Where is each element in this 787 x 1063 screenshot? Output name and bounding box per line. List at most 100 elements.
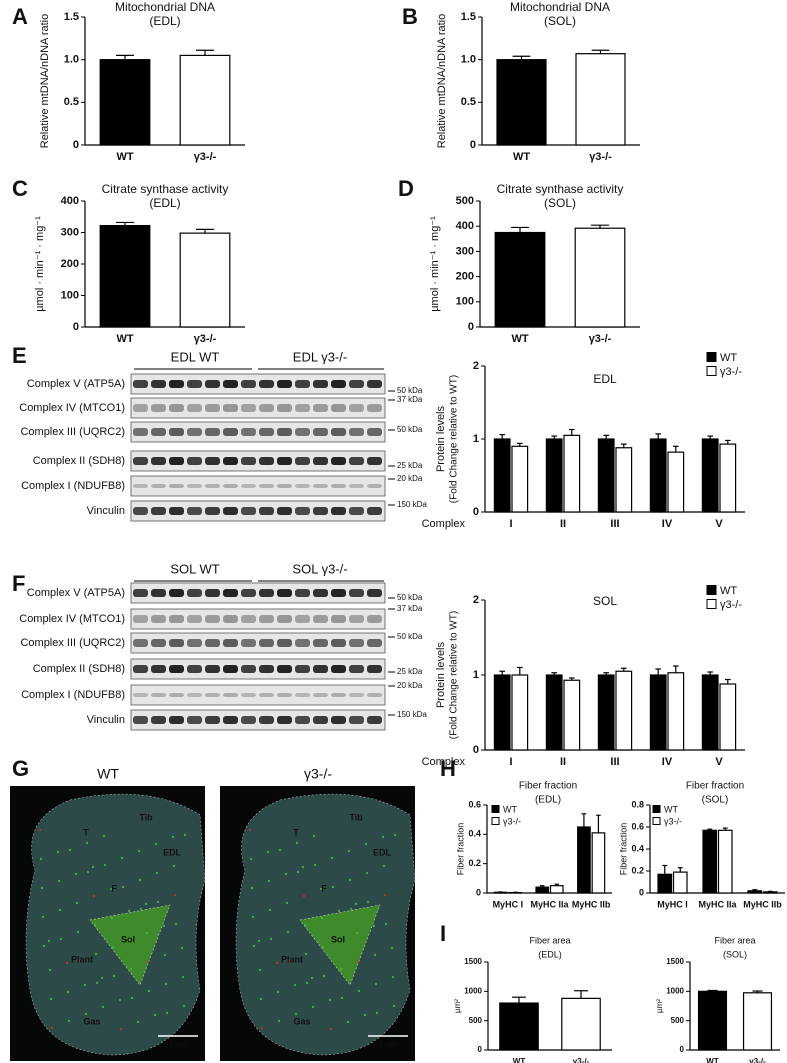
fiber-dot <box>154 842 158 846</box>
fiber-dot <box>328 998 332 1002</box>
blot-band <box>313 665 328 673</box>
fiber-dot <box>95 981 99 985</box>
chart-subtitle: (EDL) <box>149 196 180 210</box>
fiber-dot <box>330 856 334 860</box>
blot-band <box>277 484 292 488</box>
bar <box>535 886 550 894</box>
blot-band <box>349 457 364 465</box>
blot-band <box>313 716 328 724</box>
legend-label: WT <box>720 352 737 364</box>
blot-band <box>205 665 220 673</box>
fiber-dot <box>296 870 300 874</box>
x-tick-label: V <box>715 756 723 768</box>
fiber-dot <box>66 990 70 994</box>
y-tick-label: 1000 <box>666 986 684 995</box>
blot-row-label: Complex II (SDH8) <box>33 663 125 675</box>
bar <box>649 438 667 513</box>
fiber-dot <box>92 894 96 898</box>
bar <box>577 826 591 894</box>
blot-band <box>241 507 256 515</box>
blot-band <box>367 615 382 623</box>
blot-band <box>169 484 184 488</box>
bar <box>561 997 601 1051</box>
y-axis-label: Relative mtDNA/nDNA ratio <box>39 14 51 149</box>
fiber-dot <box>39 857 43 861</box>
blot-band <box>277 507 292 515</box>
blot-strip <box>130 709 386 731</box>
blot-row-label: Complex V (ATP5A) <box>27 587 125 599</box>
blot-band <box>223 589 238 597</box>
blot-band <box>259 615 274 623</box>
blot-band <box>331 484 346 488</box>
blot-band <box>295 615 310 623</box>
legend-label: WT <box>720 585 737 597</box>
panel-label: F <box>12 571 25 596</box>
fiber-dot <box>260 1026 264 1030</box>
fiber-dot <box>383 893 387 897</box>
blot-band <box>367 457 382 465</box>
chart-subtitle: (EDL) <box>535 795 561 806</box>
blot-band <box>151 589 166 597</box>
bar <box>99 224 151 328</box>
bar <box>667 451 685 513</box>
blot-band <box>331 665 346 673</box>
x-tick-label: MyHC IIa <box>530 899 569 909</box>
chart-title: EDL <box>593 372 617 386</box>
blot-band <box>259 665 274 673</box>
blot-band <box>331 716 346 724</box>
blot-band <box>205 507 220 515</box>
y-tick-label: 0.8 <box>631 799 644 809</box>
blot-band <box>277 380 292 388</box>
fiber-dot <box>266 850 270 854</box>
blot-band <box>313 380 328 388</box>
blot-band <box>169 639 184 647</box>
blot-band <box>313 615 328 623</box>
legend-swatch <box>491 805 500 813</box>
fiber-dot <box>127 909 131 913</box>
blot-band <box>187 404 202 412</box>
marker-label: 20 kDa <box>397 681 423 690</box>
blot-band <box>187 457 202 465</box>
y-tick-label: 1000 <box>464 986 482 995</box>
blot-band <box>277 665 292 673</box>
fiber-dot <box>340 996 344 1000</box>
blot-band <box>259 507 274 515</box>
blot-band <box>277 428 292 436</box>
chart-title: Fiber area <box>714 935 755 945</box>
fiber-dot <box>120 856 124 860</box>
blot-band <box>367 428 382 436</box>
blot-band <box>151 380 166 388</box>
y-tick-label: 1.5 <box>64 11 79 23</box>
blot-band <box>277 615 292 623</box>
bar <box>667 672 685 751</box>
fiber-dot <box>137 849 141 853</box>
fiber-dot <box>393 833 397 837</box>
blot-band <box>259 589 274 597</box>
bar <box>574 227 626 328</box>
fiber-dot <box>101 1005 105 1009</box>
blot-band <box>277 693 292 697</box>
fiber-dot <box>102 834 106 838</box>
legend-swatch <box>706 366 717 376</box>
fiber-dot <box>38 828 42 832</box>
fiber-dot <box>49 997 53 1001</box>
y-tick-label: 100 <box>61 289 79 301</box>
blot-row-label: Complex V (ATP5A) <box>27 378 125 390</box>
fiber-dot <box>313 863 317 867</box>
fiber-dot <box>174 922 178 926</box>
blot-band <box>169 507 184 515</box>
bar <box>493 674 511 751</box>
fiber-dot <box>145 931 149 935</box>
blot-band <box>223 428 238 436</box>
scale-label: 1 mm <box>379 1042 397 1049</box>
fiber-dot <box>144 902 148 906</box>
blot-band <box>277 404 292 412</box>
blot-band <box>259 457 274 465</box>
blot-band <box>277 639 292 647</box>
blot-band <box>241 457 256 465</box>
y-tick-label: 0 <box>470 139 476 151</box>
fiber-dot <box>86 870 90 874</box>
chart-title: Fiber area <box>529 935 570 945</box>
fiber-dot <box>391 975 395 979</box>
legend-swatch <box>491 817 500 825</box>
